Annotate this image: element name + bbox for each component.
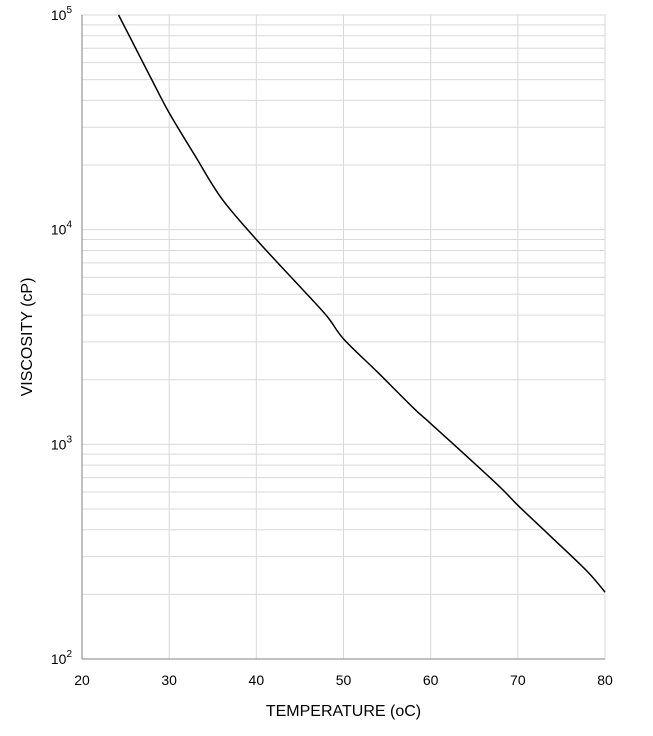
- series-layer: [117, 14, 606, 593]
- grid: [82, 15, 605, 659]
- x-axis: 20 30 40 50 60 70 80: [74, 658, 613, 688]
- y-tick-label: 102: [51, 649, 73, 667]
- y-tick-label: 104: [51, 220, 73, 238]
- x-axis-title: TEMPERATURE (oC): [266, 703, 421, 720]
- y-tick-label: 105: [51, 5, 73, 23]
- x-tick-label: 40: [249, 672, 265, 688]
- series-line: [117, 14, 606, 593]
- x-tick-label: 50: [336, 672, 352, 688]
- y-axis: 102 103 104 105: [51, 5, 83, 667]
- x-tick-label: 70: [510, 672, 526, 688]
- y-axis-title: VISCOSITY (cP): [19, 278, 36, 397]
- x-tick-label: 80: [597, 672, 613, 688]
- x-tick-label: 60: [423, 672, 439, 688]
- x-tick-label: 20: [74, 672, 90, 688]
- x-tick-label: 30: [161, 672, 177, 688]
- y-tick-label: 103: [51, 434, 73, 452]
